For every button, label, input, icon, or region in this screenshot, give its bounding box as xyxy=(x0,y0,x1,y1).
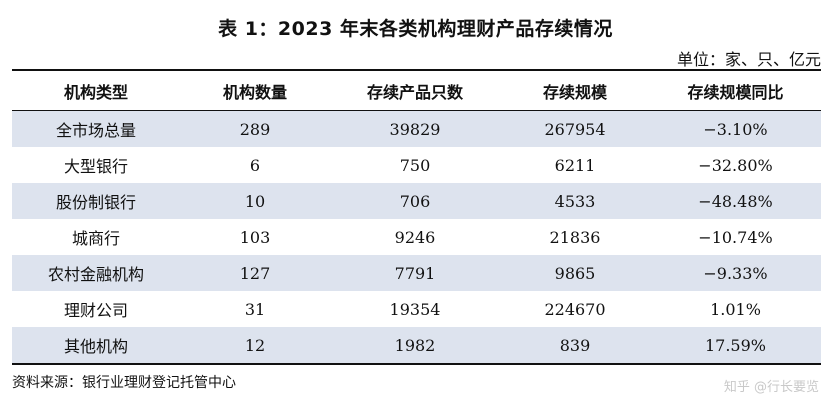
cell-institution-type: 大型银行 xyxy=(63,157,128,176)
cell-institution-count: 31 xyxy=(244,299,266,319)
cell-institution-count: 12 xyxy=(244,335,266,355)
watermark: 知乎 @行长要览 xyxy=(723,380,819,395)
cell-scale-yoy: −9.33% xyxy=(703,263,768,283)
cell-scale: 267954 xyxy=(544,119,606,139)
column-header-institution-count: 机构数量 xyxy=(222,82,287,102)
cell-scale: 4533 xyxy=(554,191,596,211)
cell-institution-type: 全市场总量 xyxy=(55,121,136,140)
cell-institution-type: 城商行 xyxy=(71,229,120,248)
cell-scale-yoy: 1.01% xyxy=(710,299,761,319)
table-title: 表 1：2023 年末各类机构理财产品存续情况 xyxy=(218,18,613,40)
cell-institution-count: 103 xyxy=(239,227,271,247)
cell-scale: 6211 xyxy=(554,155,596,175)
table-row: 大型银行 6 750 6211 −32.80% xyxy=(12,147,821,183)
cell-product-count: 19354 xyxy=(389,299,441,319)
cell-scale: 224670 xyxy=(544,299,606,319)
table-row: 农村金融机构 127 7791 9865 −9.33% xyxy=(12,255,821,291)
cell-scale-yoy: −10.74% xyxy=(698,227,773,247)
table-row: 其他机构 12 1982 839 17.59% xyxy=(12,327,821,363)
cell-institution-type: 股份制银行 xyxy=(55,193,136,212)
unit-label: 单位：家、只、亿元 xyxy=(676,50,821,69)
cell-institution-type: 农村金融机构 xyxy=(47,265,144,284)
cell-scale: 839 xyxy=(559,335,591,355)
column-header-institution-type: 机构类型 xyxy=(63,82,128,102)
cell-scale: 9865 xyxy=(554,263,596,283)
cell-institution-type: 其他机构 xyxy=(63,337,128,356)
cell-scale-yoy: −48.48% xyxy=(698,191,773,211)
cell-product-count: 39829 xyxy=(389,119,441,139)
cell-product-count: 706 xyxy=(399,191,431,211)
table-row: 全市场总量 289 39829 267954 −3.10% xyxy=(12,111,821,147)
cell-product-count: 9246 xyxy=(394,227,436,247)
cell-scale: 21836 xyxy=(549,227,601,247)
source-note: 资料来源：银行业理财登记托管中心 xyxy=(12,375,236,391)
column-header-scale: 存续规模 xyxy=(542,82,607,102)
table-row: 城商行 103 9246 21836 −10.74% xyxy=(12,219,821,255)
table-row: 股份制银行 10 706 4533 −48.48% xyxy=(12,183,821,219)
cell-scale-yoy: −3.10% xyxy=(703,119,768,139)
table-header-row: 机构类型 机构数量 存续产品只数 存续规模 存续规模同比 xyxy=(12,71,821,111)
table-row: 理财公司 31 19354 224670 1.01% xyxy=(12,291,821,327)
cell-institution-type: 理财公司 xyxy=(63,301,128,320)
data-table: 机构类型 机构数量 存续产品只数 存续规模 存续规模同比 全市场总量 289 3… xyxy=(12,69,821,365)
cell-institution-count: 6 xyxy=(249,155,261,175)
cell-institution-count: 10 xyxy=(244,191,266,211)
cell-product-count: 1982 xyxy=(394,335,436,355)
column-header-scale-yoy: 存续规模同比 xyxy=(687,82,784,102)
column-header-product-count: 存续产品只数 xyxy=(366,82,463,102)
cell-product-count: 7791 xyxy=(394,263,436,283)
cell-product-count: 750 xyxy=(399,155,431,175)
cell-scale-yoy: 17.59% xyxy=(704,335,766,355)
cell-institution-count: 127 xyxy=(239,263,271,283)
cell-institution-count: 289 xyxy=(239,119,271,139)
cell-scale-yoy: −32.80% xyxy=(698,155,773,175)
